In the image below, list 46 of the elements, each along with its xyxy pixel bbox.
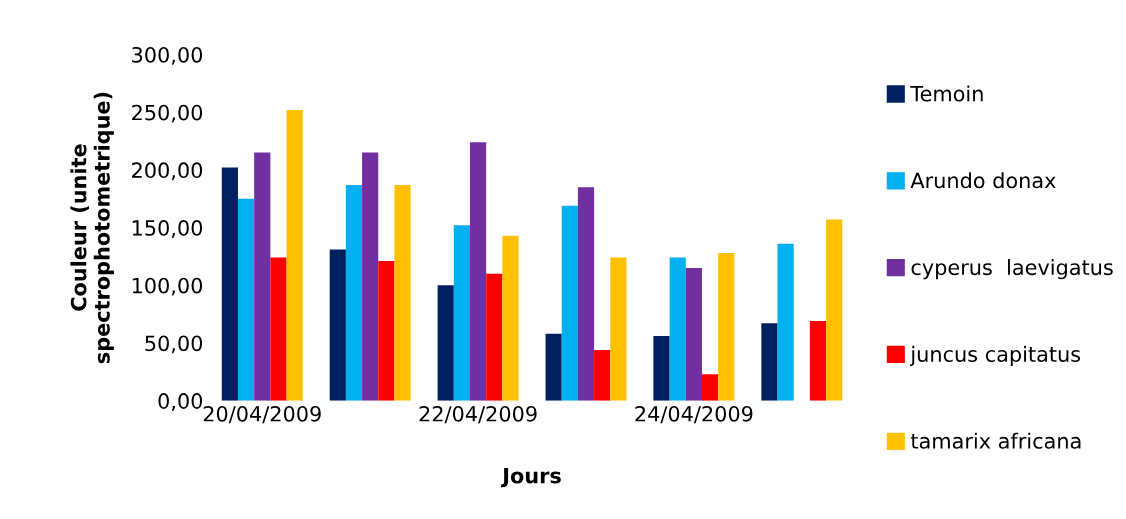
x-tick-label: 22/04/2009 bbox=[419, 405, 537, 424]
y-axis-title: Couleur (unite spectrophotometrique) bbox=[70, 92, 114, 364]
bar bbox=[777, 243, 794, 401]
bar bbox=[669, 257, 686, 401]
y-tick-label: 300,00 bbox=[132, 46, 203, 65]
x-axis-title: Jours bbox=[501, 468, 561, 488]
bar bbox=[561, 205, 578, 401]
y-tick-label: 200,00 bbox=[132, 162, 203, 181]
y-tick-label: 50,00 bbox=[145, 335, 203, 354]
legend-label: tamarix africana bbox=[910, 432, 1081, 449]
x-tick-label: 20/04/2009 bbox=[203, 405, 321, 424]
legend-label: Temoin bbox=[910, 85, 983, 102]
bar bbox=[502, 235, 519, 401]
bar bbox=[653, 336, 670, 401]
legend-label: cyperus laevigatus bbox=[911, 259, 1113, 280]
bar bbox=[701, 374, 719, 401]
bar bbox=[221, 167, 238, 401]
bar bbox=[718, 252, 735, 401]
legend-label: juncus capitatus bbox=[910, 345, 1081, 367]
bar bbox=[685, 267, 702, 401]
bar bbox=[329, 249, 346, 401]
bar bbox=[610, 257, 627, 401]
bar bbox=[394, 184, 411, 401]
bar bbox=[286, 109, 303, 401]
bar bbox=[453, 225, 470, 401]
bar bbox=[254, 152, 271, 401]
bar bbox=[270, 257, 287, 401]
bar bbox=[594, 349, 611, 401]
bar bbox=[378, 261, 395, 401]
bar bbox=[761, 323, 778, 401]
legend-label: Arundo donax bbox=[910, 172, 1056, 189]
bar bbox=[437, 285, 454, 401]
y-tick-label: 150,00 bbox=[132, 220, 203, 238]
bar bbox=[486, 273, 503, 401]
bar bbox=[545, 333, 562, 401]
y-tick-label: 0,00 bbox=[158, 393, 203, 411]
bar bbox=[362, 152, 379, 401]
y-tick-label: 100,00 bbox=[132, 277, 203, 296]
bar bbox=[345, 184, 363, 401]
bar bbox=[237, 198, 255, 401]
bar bbox=[469, 142, 487, 401]
bar bbox=[809, 321, 827, 401]
y-tick-label: 250,00 bbox=[132, 104, 203, 123]
bar bbox=[577, 187, 595, 401]
bar bbox=[826, 219, 843, 401]
x-tick-label: 24/04/2009 bbox=[635, 405, 753, 424]
